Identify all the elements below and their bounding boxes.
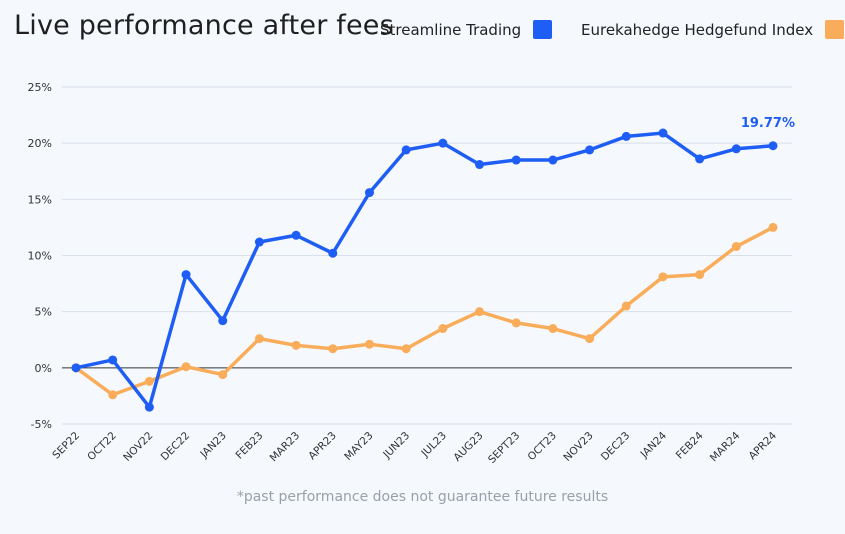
data-point-streamline [511, 155, 521, 165]
data-point-eurekahedge [585, 334, 595, 344]
x-tick-label: DEC23 [599, 430, 633, 464]
data-point-streamline [181, 270, 191, 280]
x-tick-label: FEB24 [674, 429, 706, 461]
x-tick-label: JUN23 [380, 430, 412, 462]
data-point-eurekahedge [475, 307, 485, 317]
data-point-streamline [438, 138, 448, 148]
data-label-last-value: 19.77% [741, 116, 795, 131]
x-tick-label: OCT22 [85, 430, 118, 463]
data-point-streamline [548, 155, 558, 165]
legend-swatch-streamline [533, 20, 553, 39]
data-point-streamline [695, 154, 705, 164]
data-point-streamline [254, 237, 264, 247]
data-point-streamline [328, 248, 338, 258]
data-point-eurekahedge [218, 370, 228, 380]
x-tick-label: APR23 [306, 430, 339, 463]
chart-title: Live performance after fees [14, 10, 394, 41]
data-point-streamline [658, 128, 668, 138]
footnote: *past performance does not guarantee fut… [236, 489, 609, 505]
data-point-eurekahedge [621, 301, 631, 311]
data-point-eurekahedge [144, 376, 154, 386]
data-point-eurekahedge [695, 270, 705, 280]
data-point-eurekahedge [768, 222, 778, 232]
y-tick-label: 10% [28, 250, 52, 263]
x-tick-label: DEC22 [159, 430, 193, 464]
x-tick-label: FEB23 [234, 430, 266, 462]
x-tick-label: JUL23 [419, 430, 449, 460]
data-point-eurekahedge [328, 344, 338, 354]
data-point-streamline [71, 363, 81, 373]
y-tick-label: 25% [28, 81, 52, 94]
data-point-eurekahedge [401, 344, 411, 354]
data-point-streamline [218, 316, 228, 326]
data-point-streamline [585, 145, 595, 155]
data-point-eurekahedge [438, 324, 448, 334]
x-tick-label: MAY23 [342, 430, 375, 463]
x-tick-label: MAR24 [708, 429, 743, 464]
data-point-eurekahedge [548, 324, 558, 334]
y-tick-label: -5% [31, 418, 52, 431]
data-point-streamline [364, 188, 374, 198]
data-point-streamline [768, 141, 778, 151]
data-point-streamline [475, 160, 485, 170]
data-point-eurekahedge [658, 272, 668, 282]
series-line-streamline [74, 131, 775, 409]
data-point-eurekahedge [731, 242, 741, 252]
x-tick-label: MAR23 [268, 430, 303, 465]
x-tick-label: NOV23 [561, 430, 595, 464]
y-tick-label: 5% [35, 306, 52, 319]
data-point-streamline [144, 402, 154, 412]
y-tick-label: 15% [28, 193, 52, 206]
y-tick-label: 0% [35, 362, 52, 375]
x-tick-label: AUG23 [451, 430, 485, 464]
series-line-eurekahedge [74, 225, 775, 397]
data-point-streamline [731, 144, 741, 154]
data-point-eurekahedge [364, 339, 374, 349]
x-tick-label: NOV22 [121, 430, 155, 464]
legend-label-streamline: Streamline Trading [380, 20, 522, 39]
data-point-eurekahedge [108, 390, 118, 400]
legend-label-eurekahedge: Eurekahedge Hedgefund Index [581, 20, 814, 39]
data-point-streamline [108, 355, 118, 365]
y-tick-label: 20% [28, 137, 52, 150]
data-point-eurekahedge [181, 362, 191, 372]
data-point-streamline [401, 145, 411, 155]
data-point-streamline [291, 230, 301, 240]
data-point-eurekahedge [291, 340, 301, 350]
x-tick-label: SEPT23 [486, 430, 522, 466]
data-point-eurekahedge [254, 334, 264, 344]
data-point-eurekahedge [511, 318, 521, 328]
x-tick-label: OCT23 [526, 430, 559, 463]
legend-item-eurekahedge: Eurekahedge Hedgefund Index [581, 20, 845, 39]
x-tick-label: JAN23 [198, 430, 229, 461]
x-tick-label: JAN24 [638, 429, 670, 461]
legend-item-streamline: Streamline Trading [380, 20, 553, 39]
x-tick-label: SEP22 [50, 430, 82, 462]
legend-swatch-eurekahedge [825, 20, 845, 39]
data-point-streamline [621, 131, 631, 141]
x-tick-label: APR24 [746, 429, 779, 462]
